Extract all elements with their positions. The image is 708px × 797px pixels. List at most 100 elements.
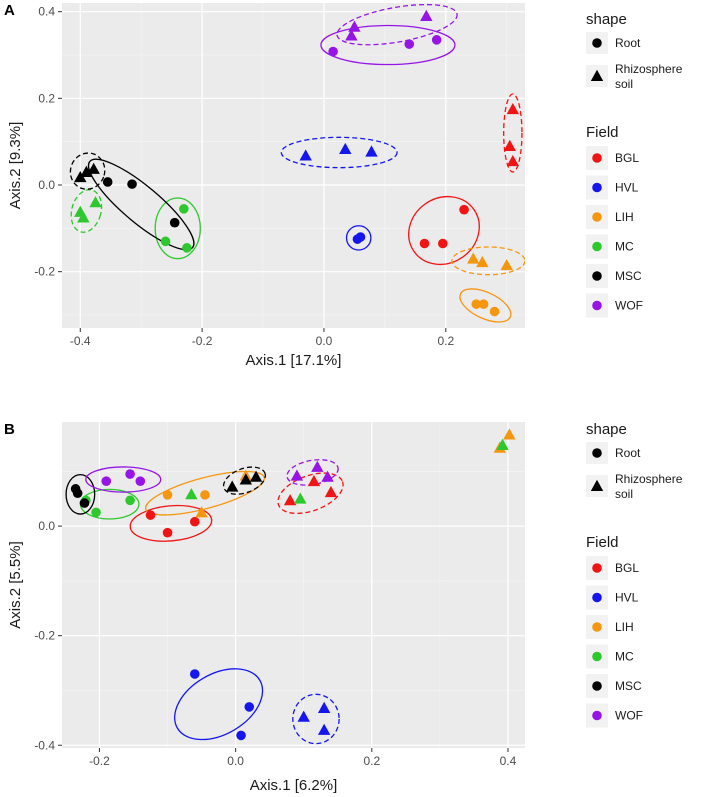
point-msc-rhizosphere bbox=[87, 162, 100, 174]
point-bgl-rhizosphere bbox=[307, 474, 321, 487]
legend-field-wof-label: WOF bbox=[615, 709, 643, 723]
point-hvl-root bbox=[355, 232, 366, 242]
legend-field-mc-icon bbox=[592, 651, 602, 662]
point-msc-rhizosphere bbox=[239, 473, 253, 485]
x-tick-label: -0.4 bbox=[70, 334, 91, 348]
point-bgl-rhizosphere bbox=[506, 154, 520, 167]
point-msc-rhizosphere bbox=[74, 171, 87, 183]
point-wof-rhizosphere bbox=[290, 469, 304, 481]
ellipse-lih-root bbox=[145, 470, 265, 516]
point-wof-root bbox=[404, 39, 415, 49]
point-mc-root bbox=[91, 507, 101, 518]
point-wof-root bbox=[101, 476, 112, 486]
legend-circle-icon bbox=[592, 38, 602, 48]
point-lih-root bbox=[162, 490, 173, 500]
legend-field-wof-icon bbox=[592, 300, 602, 311]
legend-field-wof-label: WOF bbox=[615, 299, 643, 313]
point-msc-root bbox=[79, 498, 90, 508]
point-mc-rhizosphere bbox=[294, 492, 307, 504]
plot-content bbox=[69, 3, 525, 323]
ellipse-wof-rhizosphere bbox=[286, 459, 339, 486]
point-lih-rhizosphere bbox=[503, 428, 516, 440]
ellipse-mc-rhizosphere bbox=[70, 189, 103, 233]
ellipse-bgl-rhizosphere bbox=[277, 472, 344, 515]
legend-field-bgl-label: BGL bbox=[615, 151, 639, 165]
y-tick-label: 0.4 bbox=[38, 5, 55, 19]
point-hvl-rhizosphere bbox=[317, 723, 331, 735]
legend-field-bgl-icon bbox=[592, 153, 602, 163]
point-wof-rhizosphere bbox=[311, 460, 324, 472]
x-axis-title: Axis.1 [6.2%] bbox=[250, 777, 338, 794]
legend-field-mc-label: MC bbox=[615, 240, 634, 254]
point-lih-rhizosphere bbox=[500, 258, 513, 271]
legend-field-bgl-label: BGL bbox=[615, 561, 639, 575]
point-bgl-rhizosphere bbox=[503, 139, 516, 151]
legend-field-msc-label: MSC bbox=[615, 269, 642, 283]
point-mc-rhizosphere bbox=[496, 438, 509, 450]
point-bgl-root bbox=[189, 516, 200, 527]
point-mc-rhizosphere bbox=[185, 488, 198, 500]
y-tick-label: -0.2 bbox=[34, 629, 55, 643]
point-msc-rhizosphere bbox=[226, 480, 239, 492]
legend-field-lih-label: LIH bbox=[615, 620, 634, 634]
point-wof-rhizosphere bbox=[348, 20, 361, 32]
point-bgl-root bbox=[419, 238, 430, 249]
x-tick-label: -0.2 bbox=[89, 754, 110, 768]
point-bgl-rhizosphere bbox=[506, 102, 520, 115]
point-wof-rhizosphere bbox=[420, 9, 433, 21]
y-tick-label: 0.0 bbox=[38, 519, 55, 533]
point-msc-root bbox=[169, 217, 180, 228]
point-msc-root bbox=[127, 179, 137, 189]
x-tick-label: 0.0 bbox=[316, 334, 333, 348]
legend-field-title: Field bbox=[586, 534, 619, 551]
legend-triangle-icon bbox=[590, 479, 604, 491]
point-wof-rhizosphere bbox=[321, 470, 334, 482]
point-hvl-rhizosphere bbox=[339, 142, 352, 154]
legend-field-hvl-label: HVL bbox=[615, 591, 639, 605]
point-mc-rhizosphere bbox=[89, 196, 102, 208]
point-msc-root bbox=[72, 488, 83, 499]
point-mc-rhizosphere bbox=[77, 211, 90, 223]
point-hvl-rhizosphere bbox=[299, 149, 312, 161]
point-wof-root bbox=[431, 35, 442, 45]
x-tick-label: -0.2 bbox=[192, 334, 213, 348]
ellipse-hvl-root bbox=[174, 668, 264, 741]
ellipse-mc-root bbox=[154, 197, 201, 260]
x-tick-label: 0.0 bbox=[227, 754, 244, 768]
x-tick-label: 0.2 bbox=[363, 754, 380, 768]
point-hvl-root bbox=[189, 669, 200, 679]
point-lih-root bbox=[489, 306, 500, 317]
ellipse-hvl-rhizosphere bbox=[280, 136, 398, 169]
y-axis-title: Axis.2 [9.3%] bbox=[7, 122, 24, 210]
legend-field-msc-label: MSC bbox=[615, 679, 642, 693]
plot-content bbox=[65, 428, 516, 745]
ellipse-wof-root bbox=[320, 24, 456, 66]
ellipse-msc-rhizosphere bbox=[222, 466, 267, 495]
ellipse-bgl-root bbox=[129, 504, 213, 542]
point-lih-root bbox=[478, 299, 489, 309]
ellipse-hvl-root bbox=[345, 225, 372, 251]
point-msc-rhizosphere bbox=[80, 165, 93, 177]
panel-label: A bbox=[4, 2, 15, 19]
ellipse-msc-root bbox=[65, 473, 96, 515]
legend-root-label: Root bbox=[615, 36, 641, 50]
point-wof-root bbox=[125, 469, 135, 479]
legend-field-hvl-label: HVL bbox=[615, 181, 639, 195]
legend-field-bgl-icon bbox=[592, 563, 602, 573]
ellipse-wof-rhizosphere bbox=[336, 3, 458, 46]
point-msc-root bbox=[102, 177, 113, 187]
legend-field-wof-icon bbox=[592, 710, 602, 721]
x-tick-label: 0.4 bbox=[500, 754, 517, 768]
point-lih-root bbox=[471, 299, 482, 309]
panel-b: -0.2 0.0 0.2 0.4 -0.4 -0.2 0.0 Axis.1 [6.2%] Axi… bbox=[4, 421, 683, 794]
ellipse-msc-rhizosphere bbox=[69, 152, 106, 190]
ellipse-hvl-rhizosphere bbox=[292, 693, 340, 745]
x-tick-label: 0.2 bbox=[437, 334, 454, 348]
point-bgl-rhizosphere bbox=[324, 485, 338, 498]
point-msc-rhizosphere bbox=[249, 470, 263, 482]
legend-field-msc-icon bbox=[592, 271, 602, 281]
legend-rhizosphere-label: Rhizosphere bbox=[615, 472, 683, 486]
point-hvl-root bbox=[244, 702, 255, 712]
legend-field-lih-icon bbox=[592, 622, 602, 632]
point-bgl-root bbox=[145, 510, 156, 520]
